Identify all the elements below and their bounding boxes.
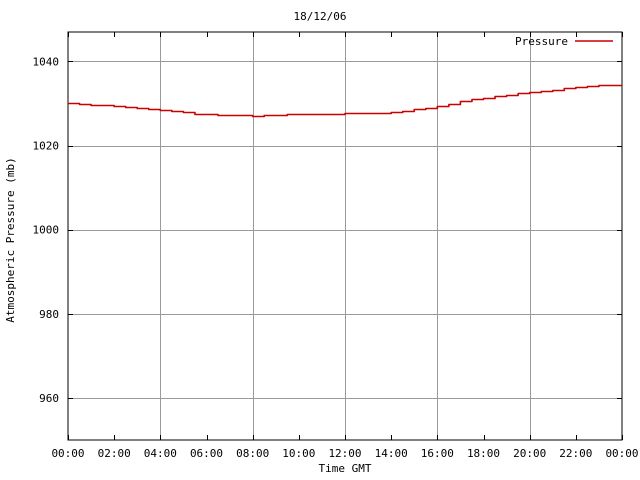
legend-label-pressure: Pressure [515, 35, 568, 48]
x-axis-title: Time GMT [319, 462, 372, 475]
y-axis-ticks [68, 61, 622, 399]
y-tick-label: 1040 [33, 55, 60, 68]
x-tick-label: 02:00 [98, 447, 131, 460]
y-gridlines [68, 61, 622, 399]
x-tick-label: 06:00 [190, 447, 223, 460]
y-tick-label: 960 [39, 392, 59, 405]
x-tick-label: 22:00 [559, 447, 592, 460]
y-tick-label: 1020 [33, 140, 60, 153]
x-tick-label: 18:00 [467, 447, 500, 460]
y-tick-label: 980 [39, 308, 59, 321]
x-tick-label: 16:00 [421, 447, 454, 460]
x-axis-tick-labels: 00:00 02:00 04:00 06:00 08:00 10:00 12:00 14:00… [51, 447, 638, 460]
x-gridlines [160, 32, 531, 440]
x-tick-label: 12:00 [328, 447, 361, 460]
x-tick-label: 10:00 [282, 447, 315, 460]
y-tick-label: 1000 [33, 224, 60, 237]
x-tick-label: 08:00 [236, 447, 269, 460]
x-tick-label: 14:00 [375, 447, 408, 460]
y-axis-title: Atmospheric Pressure (mb) [4, 157, 17, 323]
x-tick-label: 04:00 [144, 447, 177, 460]
plot-frame [67, 31, 623, 441]
data-series-group [68, 84, 622, 118]
legend: Pressure [515, 35, 613, 48]
y-axis-tick-labels: 960 980 1000 1020 1040 [33, 55, 60, 404]
chart-title: 18/12/06 [294, 10, 347, 23]
series-line-pressure [68, 84, 622, 118]
x-tick-label: 00:00 [605, 447, 638, 460]
x-tick-label: 20:00 [513, 447, 546, 460]
x-tick-label: 00:00 [51, 447, 84, 460]
